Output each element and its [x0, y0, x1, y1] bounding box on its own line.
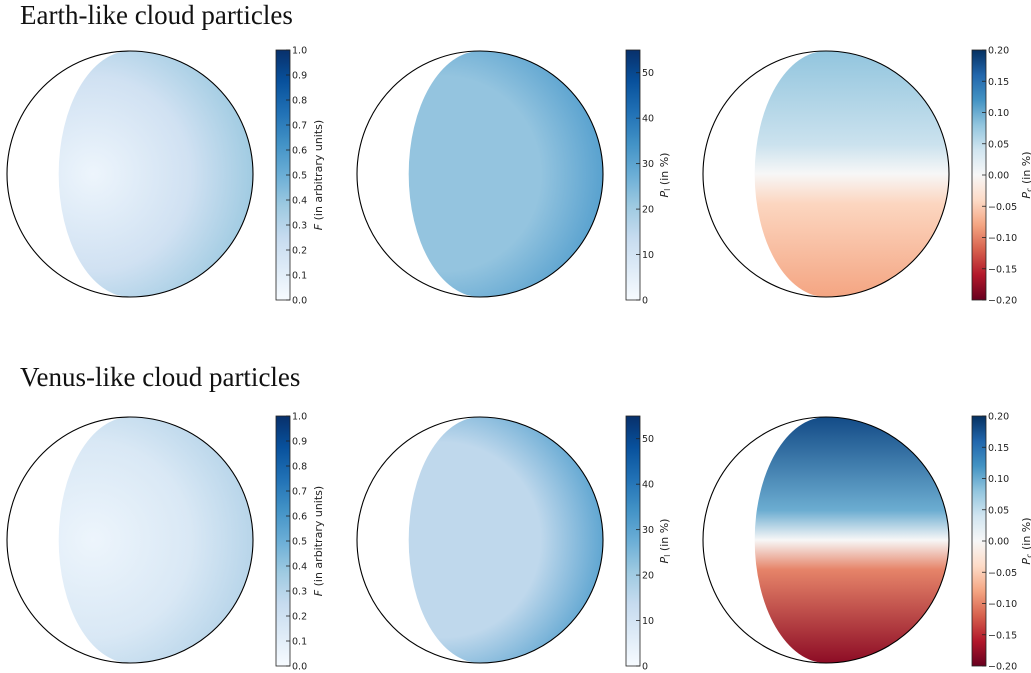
colorbar-tick-label: 30 — [642, 159, 654, 170]
colorbar-tick-label: 0.3 — [292, 221, 307, 232]
colorbar-tick-label: 0.9 — [292, 71, 307, 82]
planet-map-2 — [754, 51, 949, 297]
planet-disk-outline-1 — [356, 50, 604, 298]
colorbar-tick-label: 0.20 — [988, 46, 1009, 57]
colorbar-tick-label: 0.4 — [292, 196, 307, 207]
colorbar-tick-label: 0.1 — [292, 637, 307, 648]
colorbar-tick-label: −0.10 — [988, 233, 1017, 244]
colorbar-tick-label: 0.6 — [292, 146, 307, 157]
colorbar-tick-label: 0.5 — [292, 537, 307, 548]
colorbar-tick-label: 0.6 — [292, 512, 307, 523]
colorbar-tick-label: 1.0 — [292, 46, 307, 57]
colorbar-tick-label: −0.20 — [988, 662, 1017, 673]
colorbar-tick-label: 1.0 — [292, 412, 307, 423]
colorbar-tick-label: 0.20 — [988, 412, 1009, 423]
colorbar-tick-label: −0.20 — [988, 296, 1017, 307]
colorbar-tick-label: 0.10 — [988, 474, 1009, 485]
colorbar-label: Pl (in %) — [658, 519, 672, 564]
colorbar-label: F (in arbitrary units) — [312, 486, 325, 596]
planet-map-3 — [58, 417, 253, 663]
colorbar-tick-label: 40 — [642, 480, 654, 491]
planet-map-5 — [754, 417, 949, 663]
planet-map-4 — [408, 417, 603, 663]
colorbar-tick-label: −0.15 — [988, 630, 1017, 641]
colorbar-tick-label: 0.9 — [292, 437, 307, 448]
colorbar-tick-label: 0 — [642, 662, 648, 673]
colorbar-1 — [625, 49, 641, 301]
colorbar-tick-label: 0.15 — [988, 77, 1009, 88]
planet-disk-outline-2 — [702, 50, 950, 298]
colorbar-tick-label: 0.7 — [292, 121, 307, 132]
colorbar-tick-label: 0 — [642, 296, 648, 307]
row-title-earth: Earth-like cloud particles — [20, 0, 293, 30]
colorbar-label: Pl (in %) — [658, 153, 672, 198]
row-title-venus: Venus-like cloud particles — [20, 362, 301, 392]
colorbar-tick-label: −0.10 — [988, 599, 1017, 610]
colorbar-tick-label: 0.2 — [292, 246, 307, 257]
colorbar-tick-label: 0.8 — [292, 462, 307, 473]
planet-disk-outline-4 — [356, 416, 604, 664]
colorbar-tick-label: 0.10 — [988, 108, 1009, 119]
colorbar-tick-label: 0.4 — [292, 562, 307, 573]
colorbar-tick-label: 0.1 — [292, 271, 307, 282]
colorbar-4 — [625, 415, 641, 667]
colorbar-tick-label: 0.0 — [292, 662, 307, 673]
colorbar-label: F (in arbitrary units) — [312, 120, 325, 230]
colorbar-tick-label: 0.3 — [292, 587, 307, 598]
colorbar-tick-label: 0.05 — [988, 505, 1009, 516]
planet-disk-outline-5 — [702, 416, 950, 664]
colorbar-tick-label: 0.00 — [988, 537, 1009, 548]
colorbar-label: Pc (in %) — [1020, 517, 1031, 564]
colorbar-tick-label: −0.05 — [988, 202, 1017, 213]
colorbar-tick-label: 30 — [642, 525, 654, 536]
colorbar-tick-label: 0.0 — [292, 296, 307, 307]
colorbar-tick-label: 0.15 — [988, 443, 1009, 454]
colorbar-tick-label: −0.05 — [988, 568, 1017, 579]
colorbar-tick-label: 50 — [642, 434, 654, 445]
colorbar-tick-label: 0.2 — [292, 612, 307, 623]
colorbar-tick-label: 40 — [642, 114, 654, 125]
colorbar-tick-label: 0.05 — [988, 139, 1009, 150]
colorbar-tick-label: 10 — [642, 250, 654, 261]
colorbar-tick-label: −0.15 — [988, 264, 1017, 275]
planet-disk-outline-3 — [6, 416, 254, 664]
planet-disk-outline-0 — [6, 50, 254, 298]
planet-map-0 — [58, 51, 253, 297]
planet-map-1 — [408, 51, 603, 297]
colorbar-tick-label: 10 — [642, 616, 654, 627]
colorbar-label: Pc (in %) — [1020, 151, 1031, 198]
colorbar-tick-label: 0.00 — [988, 171, 1009, 182]
colorbar-tick-label: 0.8 — [292, 96, 307, 107]
colorbar-tick-label: 0.7 — [292, 487, 307, 498]
colorbar-tick-label: 20 — [642, 571, 654, 582]
colorbar-tick-label: 50 — [642, 68, 654, 79]
colorbar-tick-label: 20 — [642, 205, 654, 216]
colorbar-tick-label: 0.5 — [292, 171, 307, 182]
